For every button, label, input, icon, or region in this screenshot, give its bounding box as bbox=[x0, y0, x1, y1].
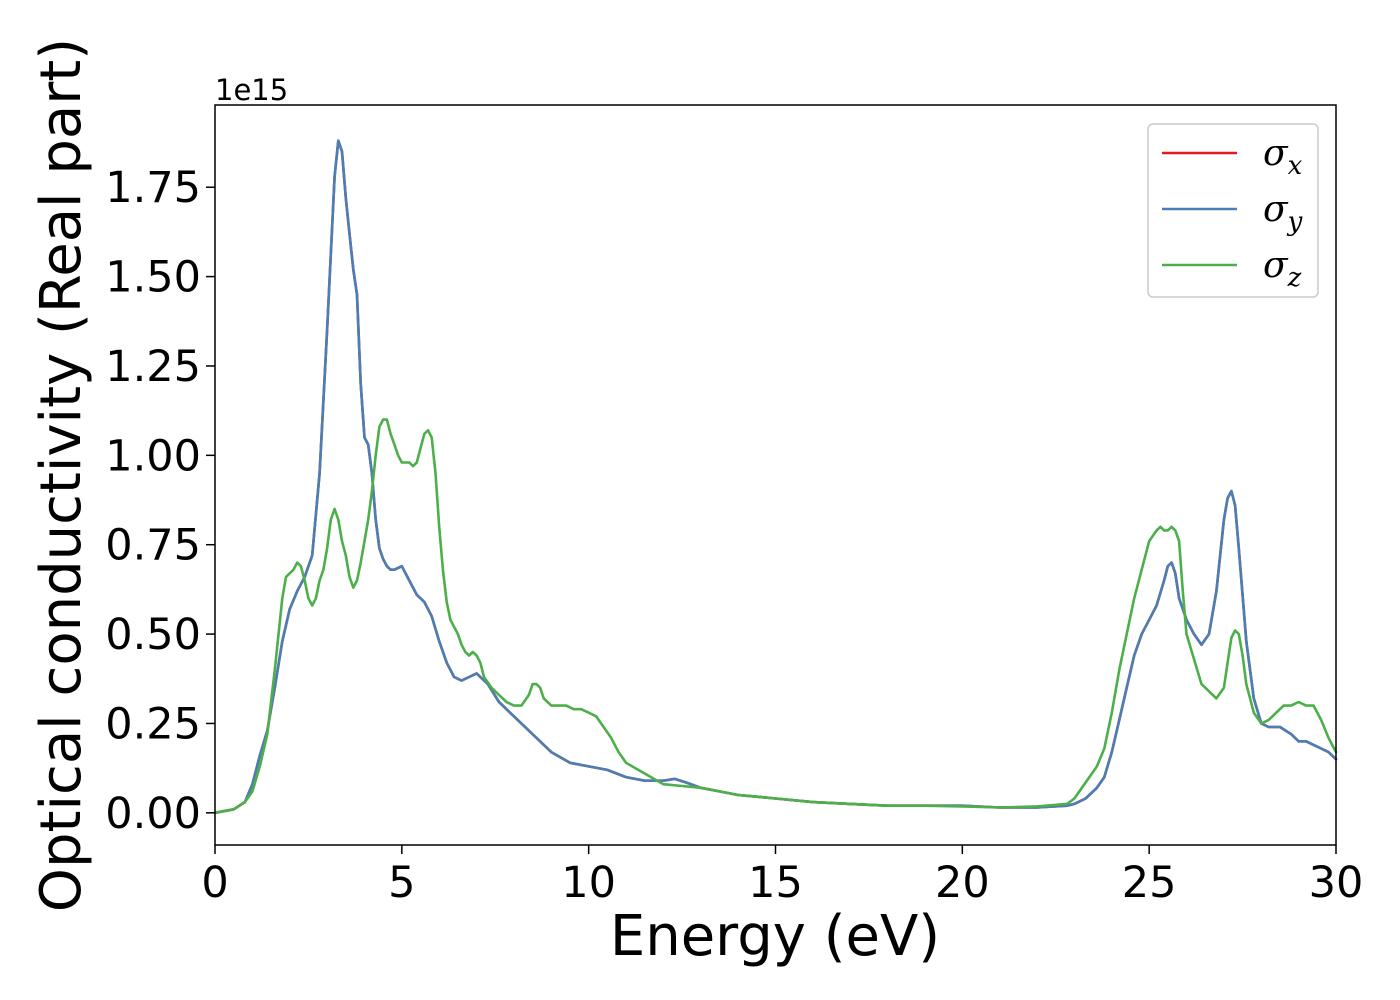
legend-subscript: x bbox=[1288, 151, 1303, 181]
y-tick-label: 0.25 bbox=[105, 699, 201, 749]
x-axis-label: Energy (eV) bbox=[610, 904, 940, 969]
x-tick-label: 15 bbox=[748, 858, 803, 908]
legend-subscript: z bbox=[1287, 263, 1302, 293]
y-axis-ticks: 0.00 0.25 0.50 0.75 1.00 1.25 1.50 1.75 bbox=[105, 163, 215, 839]
y-tick-label: 0.75 bbox=[105, 521, 201, 571]
x-tick-label: 5 bbox=[388, 858, 415, 908]
x-axis-ticks: 0 5 10 15 20 25 30 bbox=[201, 845, 1363, 908]
x-tick-label: 10 bbox=[561, 858, 616, 908]
y-tick-label: 1.25 bbox=[105, 342, 201, 392]
x-tick-label: 20 bbox=[935, 858, 990, 908]
legend-symbol: σ bbox=[1263, 133, 1289, 174]
y-tick-label: 0.00 bbox=[105, 789, 201, 839]
x-tick-label: 30 bbox=[1309, 858, 1364, 908]
y-offset-label: 1e15 bbox=[215, 73, 288, 107]
legend-symbol: σ bbox=[1263, 189, 1289, 230]
legend-subscript: y bbox=[1287, 207, 1303, 237]
legend-symbol: σ bbox=[1263, 245, 1289, 286]
y-tick-label: 1.75 bbox=[105, 163, 201, 213]
y-tick-label: 0.50 bbox=[105, 610, 201, 660]
y-tick-label: 1.50 bbox=[105, 253, 201, 303]
legend-label-z: σz bbox=[1263, 245, 1302, 293]
legend-box bbox=[1147, 123, 1319, 298]
series-line-y bbox=[213, 139, 1338, 815]
legend-label-y: σy bbox=[1263, 189, 1303, 237]
series-line-z bbox=[213, 418, 1338, 815]
x-tick-label: 25 bbox=[1122, 858, 1177, 908]
legend-label-x: σx bbox=[1263, 133, 1303, 181]
x-tick-label: 0 bbox=[201, 858, 228, 908]
plot-lines bbox=[213, 139, 1338, 815]
y-tick-label: 1.00 bbox=[105, 431, 201, 481]
y-axis-label: Optical conductivity (Real part) bbox=[29, 38, 94, 912]
